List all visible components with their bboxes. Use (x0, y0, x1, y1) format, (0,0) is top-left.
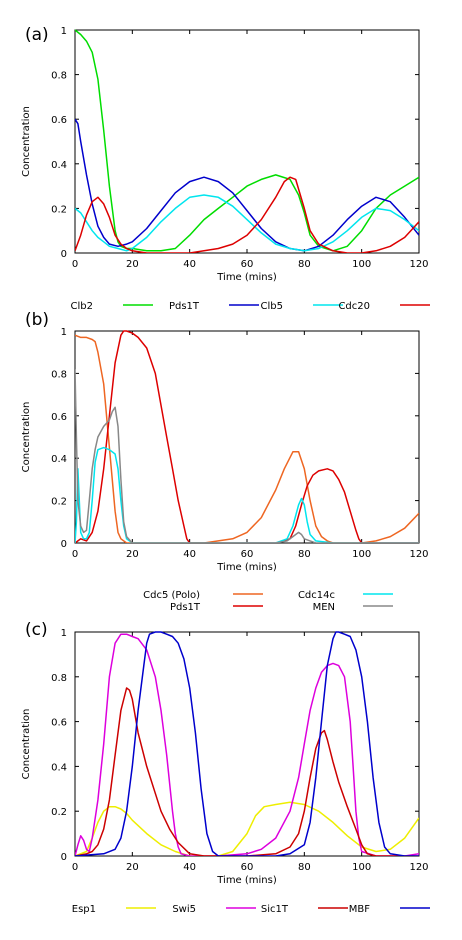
y-axis-label: Concentration (21, 709, 32, 780)
series-line-pds1t (75, 118, 419, 252)
series-line-pds1t (75, 330, 419, 543)
x-axis-label: Time (mins) (216, 875, 277, 886)
legend-label: Cdc20 (338, 301, 370, 312)
y-axis-label: Concentration (21, 106, 32, 177)
x-tick-label: 0 (72, 549, 78, 560)
plot-frame (74, 631, 420, 857)
y-tick-label: 1 (61, 628, 67, 639)
legend-label: Sic1T (261, 904, 289, 915)
x-tick-label: 20 (126, 862, 139, 873)
legend-label: Clb2 (71, 301, 93, 312)
y-axis-label: Concentration (21, 402, 32, 473)
x-tick-label: 20 (126, 549, 139, 560)
y-tick-label: 0.8 (51, 369, 67, 380)
y-tick-label: 1 (61, 26, 67, 37)
x-tick-label: 60 (241, 549, 254, 560)
series-line-cdc5-polo (75, 334, 419, 543)
series-line-cdc14c (75, 446, 419, 543)
legend-label: MEN (313, 602, 335, 613)
y-tick-label: 0.2 (51, 204, 67, 215)
x-axis-label: Time (mins) (216, 272, 277, 283)
y-tick-label: 0.4 (51, 160, 67, 171)
panel-label: (c) (25, 620, 48, 640)
legend-label: Clb5 (261, 301, 283, 312)
legend-label: Pds1T (170, 602, 201, 613)
x-tick-label: 0 (72, 259, 78, 270)
x-tick-label: 80 (298, 549, 311, 560)
plot-frame (74, 330, 420, 544)
y-tick-label: 0.8 (51, 71, 67, 82)
x-tick-label: 60 (241, 259, 254, 270)
y-tick-label: 0.2 (51, 807, 67, 818)
x-tick-label: 80 (298, 862, 311, 873)
y-tick-label: 0 (61, 249, 67, 260)
legend-label: Cdc14c (298, 590, 335, 601)
y-tick-label: 0.6 (51, 412, 67, 423)
x-tick-label: 100 (352, 259, 371, 270)
y-tick-label: 0.4 (51, 454, 67, 465)
series-line-sic1t (75, 687, 419, 856)
x-tick-label: 120 (409, 862, 428, 873)
x-tick-label: 40 (183, 862, 196, 873)
legend-label: Swi5 (172, 904, 196, 915)
y-tick-label: 0.8 (51, 673, 67, 684)
series-line-clb5 (75, 194, 419, 252)
y-tick-label: 0.4 (51, 762, 67, 773)
y-tick-label: 0 (61, 539, 67, 550)
series-line-men (75, 369, 419, 543)
y-tick-label: 0 (61, 852, 67, 863)
series-line-clb2 (75, 29, 419, 252)
legend-label: MBF (349, 904, 370, 915)
legend-label: Pds1T (169, 301, 200, 312)
x-tick-label: 100 (352, 549, 371, 560)
x-tick-label: 40 (183, 549, 196, 560)
x-tick-label: 100 (352, 862, 371, 873)
x-tick-label: 120 (409, 549, 428, 560)
series-line-swi5 (75, 633, 419, 856)
y-tick-label: 0.2 (51, 497, 67, 508)
legend-label: Esp1 (72, 904, 96, 915)
chart-panel: (c) 0 20 40 60 80 100 120 0 0.2 0.4 0.6 0.8 1 Time (mi… (21, 620, 430, 915)
y-tick-label: 0.6 (51, 115, 67, 126)
panel-label: (a) (25, 25, 49, 45)
panel-label: (b) (25, 310, 49, 330)
chart-panel: (a) 0 20 40 60 80 100 120 0 0.2 0.4 0.6 0.8 1 Time (mi… (21, 25, 430, 312)
series-line-cdc20 (75, 176, 419, 253)
x-tick-label: 120 (409, 259, 428, 270)
chart-panel: (b) 0 20 40 60 80 100 120 0 0.2 0.4 0.6 0.8 1 Time (mi… (21, 310, 429, 613)
x-tick-label: 80 (298, 259, 311, 270)
series-line-esp1 (75, 801, 419, 856)
x-tick-label: 40 (183, 259, 196, 270)
y-tick-label: 1 (61, 327, 67, 338)
x-tick-label: 60 (241, 862, 254, 873)
legend-label: Cdc5 (Polo) (143, 590, 200, 601)
series-line-mbf (75, 631, 419, 856)
x-tick-label: 20 (126, 259, 139, 270)
x-axis-label: Time (mins) (216, 562, 277, 573)
x-tick-label: 0 (72, 862, 78, 873)
y-tick-label: 0.6 (51, 718, 67, 729)
